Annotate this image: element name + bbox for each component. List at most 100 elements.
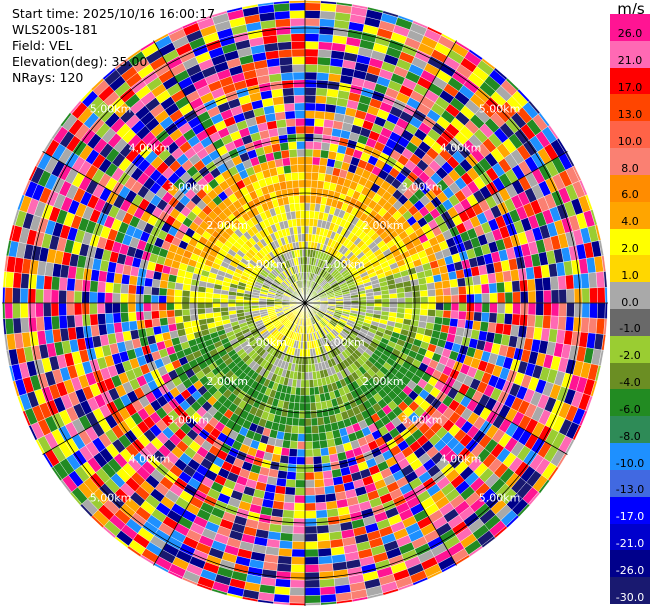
velocity-gate [143,302,152,312]
range-label: 4.00km [440,141,482,154]
velocity-gate [291,425,299,434]
velocity-gate [174,315,184,324]
velocity-gate [298,179,306,188]
velocity-gate [158,287,168,296]
velocity-gate [296,141,306,150]
velocity-gate [304,495,316,504]
velocity-gate [301,364,306,373]
velocity-gate [293,502,306,512]
colorbar-tick-label: -10.0 [615,456,645,470]
velocity-gate [167,316,176,325]
velocity-gate [366,295,375,300]
velocity-gate [167,281,176,290]
velocity-gate [441,317,451,327]
velocity-gate [589,302,598,319]
velocity-gate [309,202,316,212]
velocity-gate [293,94,306,104]
velocity-gate [295,218,302,227]
colorbar-tick-label: 8.0 [621,161,639,175]
velocity-gate [404,302,413,309]
velocity-gate [318,555,333,565]
velocity-gate [512,302,521,315]
velocity-gate [320,593,337,604]
velocity-gate [450,286,459,296]
velocity-gate [280,149,290,159]
velocity-gate [374,298,383,304]
velocity-gate [273,2,290,13]
velocity-gate [89,313,99,326]
velocity-gate [432,273,443,283]
velocity-gate [512,291,521,304]
velocity-gate [543,302,552,317]
velocity-gate [297,171,306,181]
velocity-gate [293,87,306,96]
velocity-gate [227,298,236,304]
colorbar-tick-label: 1.0 [621,268,639,282]
velocity-gate [12,317,22,334]
velocity-gate [304,118,315,127]
colorbar-tick-label: 21.0 [617,54,643,68]
velocity-gate [285,478,296,488]
velocity-gate [281,157,291,167]
range-label: 3.00km [168,414,210,427]
velocity-gate [314,478,325,488]
velocity-gate [275,165,285,176]
velocity-gate [278,547,293,557]
velocity-gate [313,471,324,481]
range-label: 3.00km [401,414,443,427]
velocity-gate [189,290,198,298]
velocity-gate [320,2,337,13]
velocity-gate [318,26,335,36]
velocity-gate [304,579,321,589]
velocity-gate [290,571,306,581]
velocity-gate [66,302,75,316]
velocity-gate [412,290,421,298]
velocity-gate [434,316,443,325]
velocity-gate [127,293,136,304]
velocity-gate [322,470,333,480]
velocity-gate [449,318,459,328]
velocity-gate [51,276,61,291]
velocity-gate [558,302,567,317]
velocity-gate [50,302,60,317]
velocity-gate [197,308,206,315]
velocity-gate [120,293,129,304]
velocity-gate [318,41,333,51]
velocity-gate [504,291,514,304]
velocity-gate [89,280,99,293]
velocity-gate [212,302,221,308]
velocity-gate [316,532,331,542]
range-label: 4.00km [129,141,171,154]
velocity-gate [304,410,312,419]
velocity-gate [167,323,178,333]
colorbar-tick-label: -8.0 [619,429,641,443]
colorbar-tick-label: -2.0 [619,349,641,363]
velocity-gate [318,563,334,573]
velocity-gate [389,293,398,299]
velocity-gate [310,195,317,204]
colorbar-tick-label: 17.0 [617,81,643,95]
velocity-gate [412,302,421,310]
velocity-gate [58,302,67,317]
velocity-gate [565,274,575,290]
velocity-gate [324,485,336,495]
velocity-gate [295,133,306,142]
velocity-gate [197,313,207,321]
velocity-gate [281,439,291,449]
velocity-gate [104,292,113,304]
colorbar-tick-label: 4.0 [621,215,639,229]
velocity-gate [588,317,598,334]
velocity-gate [277,555,292,565]
velocity-gate [220,302,229,308]
velocity-gate [304,456,314,465]
velocity-gate [497,302,506,314]
velocity-gate [12,287,21,304]
velocity-gate [289,2,306,11]
velocity-gate [166,295,175,304]
velocity-gate [296,148,306,158]
velocity-gate [604,287,608,304]
velocity-gate [295,118,306,127]
velocity-gate [304,171,313,181]
velocity-gate [295,210,301,219]
velocity-gate [511,280,521,293]
